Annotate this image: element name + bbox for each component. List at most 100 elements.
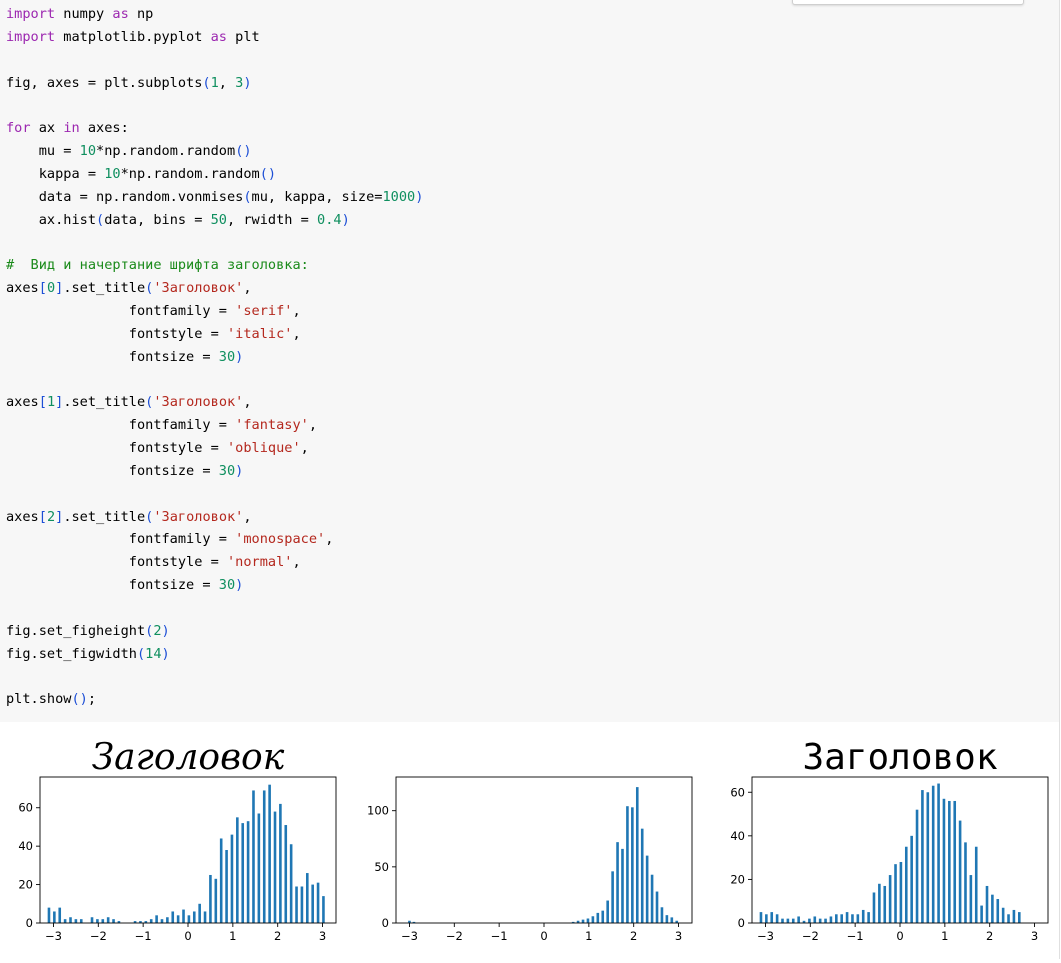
histogram-bar [645,855,649,923]
histogram-bar [845,912,849,923]
x-tick-label: −3 [757,929,774,943]
code-token: () [235,143,252,160]
histogram-bar [1018,912,1021,923]
code-token: ] [55,508,64,525]
code-token: fontstyle = [6,440,227,457]
code-line: axes[2].set_title('Заголовок', [6,506,1059,529]
cell-toolbar[interactable] [792,0,1024,5]
code-token: ) [235,462,244,479]
code-token: , [325,531,334,548]
code-token: np [128,6,154,22]
histogram-bar [96,919,99,923]
code-token: ( [136,645,146,662]
histogram-bar [149,919,153,923]
code-token: , [292,325,301,342]
histogram-bar [867,912,870,923]
histogram-bar [660,907,664,923]
histogram-bar [991,894,994,923]
code-line: kappa = 10*np.random.random() [6,163,1059,186]
histogram-bar [621,848,624,923]
code-token: 30 [218,577,236,594]
code-token: in [63,120,80,137]
histogram-bar [894,864,897,923]
x-tick-label: 0 [540,929,547,943]
histogram-bar [872,892,876,923]
histogram-bar [591,916,595,923]
histogram-bar [581,919,585,923]
code-editor[interactable]: import numpy as np import matplotlib.pypl… [0,0,1059,711]
code-token: 2 [153,622,162,639]
x-tick-label: −3 [45,929,62,943]
x-tick-label: 1 [941,929,948,943]
code-token: 0.4 [317,211,342,228]
code-token: mu, kappa, size= [251,188,383,205]
code-line: fontstyle = 'oblique', [6,437,1059,460]
histogram-bar [948,800,951,923]
code-token: 50 [210,211,227,228]
code-token: fig.set_figheight [6,622,146,639]
histogram-bar [969,875,973,923]
histogram-bar [675,920,679,923]
histogram-bar [289,844,293,923]
histogram-bar [606,900,609,923]
x-tick-label: 3 [675,929,682,943]
code-line: mu = 10*np.random.random() [6,140,1059,163]
x-tick-label: 0 [184,929,191,943]
histogram-bar [786,918,790,923]
histogram-bar [601,910,605,923]
code-token: ) [341,211,350,228]
code-token: as [210,28,227,45]
code-token: ; [87,691,97,708]
histogram-bar [964,842,967,923]
histogram-bar [219,838,223,923]
histogram-bar [818,918,822,923]
histogram-bar [273,811,277,923]
code-line: fontfamily = 'monospace', [6,528,1059,551]
y-tick-label: 60 [730,785,745,799]
histogram-bar [311,884,314,923]
histogram-bar [262,790,266,923]
code-token: axes [6,508,39,525]
histogram-bar [640,828,644,923]
code-token: mu = [6,143,80,160]
code-token: ) [161,645,170,662]
histogram-bar [198,903,201,923]
x-tick-label: 1 [229,929,236,943]
code-token: ( [145,280,154,297]
histogram-bar [74,919,78,923]
code-token: import [6,28,56,45]
code-token: ) [235,577,244,594]
code-line: fontfamily = 'fantasy', [6,414,1059,437]
code-token: fontstyle = [6,554,227,571]
code-token: 'oblique' [226,440,301,457]
code-line: fontstyle = 'normal', [6,551,1059,574]
histogram-bar [139,921,142,923]
x-tick-label: −1 [491,929,508,943]
histogram-bar [1007,914,1010,923]
code-token: ] [55,280,64,297]
histogram-bar [166,917,169,923]
histogram-bar [160,919,164,923]
code-line: axes[0].set_title('Заголовок', [6,277,1059,300]
code-token: 'normal' [226,554,293,571]
histogram-bar [230,834,234,923]
code-token: fontsize = [6,577,219,594]
histogram-bar [655,891,659,923]
y-tick-label: 20 [730,872,745,886]
histogram-bar [670,917,674,923]
histogram-bar [910,835,913,923]
histogram-bar [241,823,245,923]
histogram-bar [246,821,250,923]
histogram-bar [279,803,282,923]
histogram-bar [47,907,51,923]
histogram-bar [412,921,416,923]
code-token: for [6,120,31,137]
code-token: ( [145,394,154,411]
histogram-bar [840,914,843,923]
code-token: 3 [235,74,244,91]
code-cell[interactable]: import numpy as np import matplotlib.pypl… [0,0,1060,722]
histogram-bar [576,920,580,923]
code-token: 10 [104,165,121,182]
histogram-bar [117,921,121,923]
histogram-bar [915,809,919,923]
